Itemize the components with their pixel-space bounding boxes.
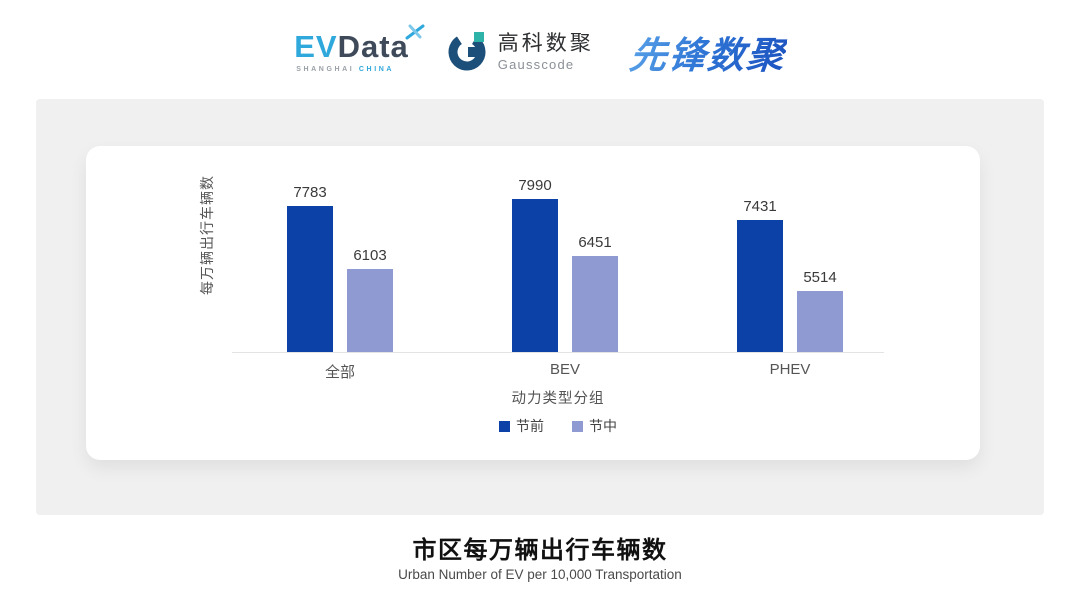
category-label-BEV: BEV — [549, 361, 580, 378]
bar-value-label: 7783 — [293, 184, 327, 201]
sparkle-x-icon — [405, 24, 425, 40]
legend-label: 节前 — [516, 418, 544, 434]
bar-节前-BEV: 7990 — [512, 177, 558, 352]
page-title: 市区每万辆出行车辆数 — [412, 537, 668, 564]
bar-value-label: 7990 — [518, 177, 552, 194]
x-axis-title: 动力类型分组 — [511, 391, 605, 407]
bar-group-全部: 7783 6103 — [287, 184, 393, 352]
bar-value-label: 6451 — [578, 234, 612, 251]
evdata-data-text: Data — [337, 29, 409, 64]
gausscode-logo: 高科数聚 Gausscode — [445, 30, 594, 74]
legend-swatch-icon — [499, 420, 510, 432]
legend: 节前 节中 — [232, 416, 884, 436]
bar-节中-全部: 6103 — [347, 247, 393, 352]
evdata-ev-text: EV — [294, 29, 338, 64]
page-subtitle: Urban Number of EV per 10,000 Transporta… — [398, 567, 682, 582]
bar-value-label: 6103 — [353, 247, 387, 264]
bar-节前-全部: 7783 — [287, 184, 333, 352]
pioneer-logo: 先锋数聚 — [627, 25, 789, 79]
gausscode-g-icon — [448, 32, 486, 71]
bar-节前-PHEV: 7431 — [737, 198, 783, 352]
bar-value-label: 7431 — [743, 198, 777, 215]
evdata-logo: EVData SHANGHAI CHINA — [294, 24, 425, 73]
gausscode-cn-text: 高科数聚 — [497, 32, 594, 56]
legend-item-节中: 节中 — [572, 416, 617, 436]
gausscode-en-text: Gausscode — [497, 56, 575, 72]
x-axis-line — [232, 352, 884, 353]
bar-group-BEV: 7990 6451 — [512, 177, 618, 352]
gausscode-text: 高科数聚 Gausscode — [498, 32, 594, 71]
legend-label: 节中 — [589, 418, 617, 434]
bar-group-PHEV: 7431 5514 — [737, 198, 843, 352]
bar-节中-BEV: 6451 — [572, 234, 618, 352]
category-label-全部: 全部 — [324, 364, 355, 381]
chart-card: 每万辆出行车辆数 7783 6103 7990 6451 7431 5514 全部 BEV P… — [86, 146, 980, 460]
evdata-wordmark: EVData — [294, 31, 409, 62]
bar-节中-PHEV: 5514 — [797, 269, 843, 352]
evdata-china-text: CHINA — [358, 66, 395, 73]
bar-value-label: 5514 — [803, 269, 837, 286]
legend-item-节前: 节前 — [499, 416, 544, 436]
y-axis-label: 每万辆出行车辆数 — [199, 175, 215, 295]
evdata-subtext: SHANGHAI CHINA — [296, 66, 409, 73]
evdata-shanghai-text: SHANGHAI — [296, 66, 355, 73]
legend-swatch-icon — [572, 420, 583, 432]
category-label-PHEV: PHEV — [769, 361, 811, 378]
header: EVData SHANGHAI CHINA 高科数聚 Gausscode 先锋 — [0, 0, 1080, 96]
